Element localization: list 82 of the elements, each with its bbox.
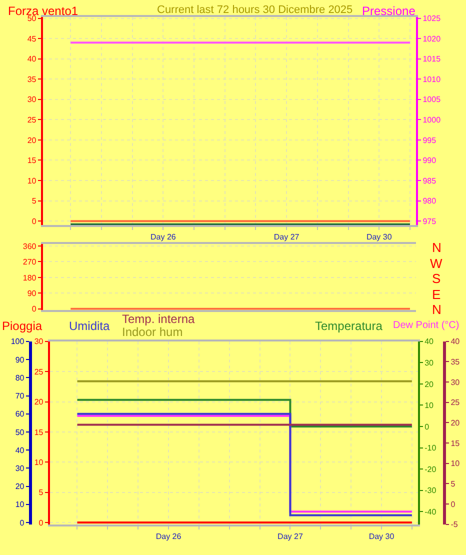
y2-tick-label: -20 <box>424 464 437 474</box>
y2-tick-label: 995 <box>422 136 437 145</box>
y2-tick-label: 980 <box>422 196 437 206</box>
y-tick-label: 5 <box>38 488 44 498</box>
y2-tick-label: 20 <box>424 380 434 389</box>
y3-tick-label: 70 <box>15 392 25 401</box>
y-tick-label: 15 <box>34 428 44 437</box>
y2-tick-label: 990 <box>422 156 437 166</box>
y3-tick-label: 30 <box>15 464 25 473</box>
y2-tick-label: 30 <box>424 358 434 368</box>
y3-tick-label: 80 <box>15 373 25 382</box>
y-tick-label: 50 <box>27 14 37 24</box>
y-tick-label: 25 <box>34 367 44 376</box>
y2-tick-label: 1000 <box>422 115 442 124</box>
x-tick-label: Day 26 <box>156 532 182 541</box>
y-tick-label: -5 <box>450 520 458 530</box>
y3-tick-label: 10 <box>15 500 25 510</box>
y2-tick-label: 40 <box>424 337 434 346</box>
y-tick-label: 0 <box>32 304 37 314</box>
text: Umidita <box>69 319 110 333</box>
y-tick-label: 20 <box>34 398 44 407</box>
y-tick-label: 0 <box>450 500 456 509</box>
y-tick-label: 30 <box>27 95 37 104</box>
text: Pioggia <box>2 319 42 333</box>
y2-tick-label: 1015 <box>422 54 442 64</box>
text: W <box>430 256 443 271</box>
y2-tick-label: 1005 <box>422 95 442 104</box>
y-tick-label: 35 <box>450 358 460 367</box>
y2-tick-label: 1020 <box>422 34 442 44</box>
y-tick-label: 360 <box>22 242 37 251</box>
y-tick-label: 180 <box>22 273 37 282</box>
y-tick-label: 30 <box>34 337 44 346</box>
text: N <box>432 240 442 255</box>
y-tick-label: 90 <box>27 288 37 298</box>
y-tick-label: 20 <box>450 418 460 428</box>
y3-tick-label: 60 <box>15 410 25 419</box>
text: Dew Point (°C) <box>393 320 460 331</box>
y3-tick-label: 90 <box>15 355 25 364</box>
y3-tick-label: 50 <box>15 428 25 437</box>
y2-tick-label: 1010 <box>422 74 442 84</box>
chart-title: Current last 72 hours 30 Dicembre 2025 <box>157 4 353 16</box>
y2-tick-label: 1025 <box>422 14 442 24</box>
y2-tick-label: 10 <box>424 401 434 410</box>
y-tick-label: 10 <box>34 458 44 467</box>
y-tick-label: 15 <box>27 156 37 166</box>
x-tick-label: Day 26 <box>150 232 176 242</box>
y-tick-label: 35 <box>27 74 37 84</box>
y-tick-label: 0 <box>38 518 44 528</box>
x-tick-label: Day 30 <box>366 232 392 242</box>
y-tick-label: 45 <box>27 34 37 44</box>
y3-tick-label: 40 <box>15 446 25 455</box>
y2-tick-label: 975 <box>422 216 437 226</box>
text: N <box>432 302 442 317</box>
y-tick-label: 20 <box>27 136 37 145</box>
x-tick-label: Day 30 <box>368 532 395 541</box>
text: Indoor hum <box>122 325 183 339</box>
y-tick-label: 30 <box>450 378 460 387</box>
y-tick-label: 5 <box>450 479 456 488</box>
y-tick-label: 40 <box>27 54 37 64</box>
text: S <box>432 271 441 286</box>
text: Temp. interna <box>122 312 196 326</box>
y-tick-label: 40 <box>450 337 460 346</box>
y-tick-label: 5 <box>32 196 37 206</box>
y2-tick-label: -40 <box>424 507 437 516</box>
y-tick-label: 10 <box>450 459 460 468</box>
y2-tick-label: -10 <box>424 444 437 453</box>
y-tick-label: 0 <box>32 216 37 226</box>
y2-tick-label: -30 <box>424 486 437 496</box>
y-tick-label: 25 <box>27 115 37 124</box>
y-tick-label: 270 <box>22 258 37 267</box>
y3-tick-label: 100 <box>10 337 25 346</box>
y-tick-label: 15 <box>450 438 460 448</box>
y2-axis-title: Pressione <box>362 4 416 18</box>
x-tick-label: Day 27 <box>278 532 304 541</box>
y-tick-label: 25 <box>450 398 460 408</box>
text: Temperatura <box>315 319 383 333</box>
x-tick-label: Day 27 <box>274 232 300 242</box>
y2-tick-label: 985 <box>422 176 437 186</box>
y3-tick-label: 20 <box>15 482 25 492</box>
y2-tick-label: 0 <box>424 422 430 432</box>
y-tick-label: 10 <box>27 176 37 186</box>
text: E <box>432 287 441 302</box>
